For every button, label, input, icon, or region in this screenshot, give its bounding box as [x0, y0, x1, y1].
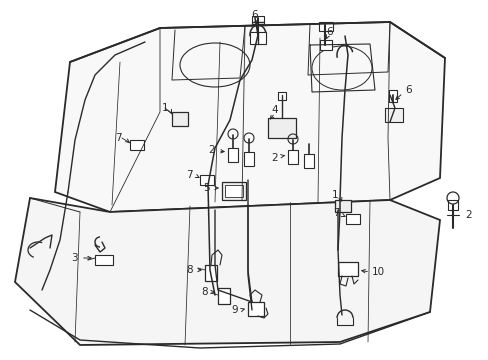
Text: 6: 6 [251, 10, 258, 20]
Text: 2: 2 [208, 145, 215, 155]
Bar [224, 185, 243, 197]
Bar [346, 214, 359, 224]
Text: 5: 5 [203, 183, 209, 193]
Bar [447, 200, 457, 210]
Bar [334, 200, 350, 212]
Bar [267, 118, 295, 138]
Polygon shape [55, 22, 444, 212]
Bar [200, 175, 214, 185]
Bar [278, 92, 285, 100]
Bar [172, 112, 187, 126]
Text: 8: 8 [201, 287, 207, 297]
Text: 2: 2 [464, 210, 470, 220]
Text: 3: 3 [71, 253, 78, 263]
Text: 7: 7 [333, 208, 339, 218]
Bar [319, 40, 331, 50]
Bar [304, 154, 313, 168]
Bar [244, 152, 253, 166]
Text: 1: 1 [161, 103, 168, 113]
Bar [318, 22, 332, 31]
Text: 6: 6 [404, 85, 411, 95]
Text: 7: 7 [115, 133, 122, 143]
Text: 1: 1 [331, 190, 337, 200]
Bar [384, 108, 402, 122]
Text: 7: 7 [186, 170, 193, 180]
Text: 9: 9 [231, 305, 238, 315]
Bar [222, 182, 245, 200]
Bar [249, 32, 265, 44]
Bar [337, 262, 357, 276]
Bar [247, 302, 264, 316]
Text: 10: 10 [371, 267, 385, 277]
Text: 2: 2 [271, 153, 278, 163]
Bar [388, 90, 396, 102]
Bar [251, 16, 264, 24]
Bar [227, 148, 238, 162]
Text: 4: 4 [271, 105, 278, 115]
Text: 8: 8 [186, 265, 193, 275]
Polygon shape [15, 198, 439, 345]
Bar [218, 288, 229, 304]
Bar [130, 140, 143, 150]
Bar [287, 150, 297, 164]
Text: 6: 6 [326, 27, 333, 37]
Bar [204, 265, 217, 281]
Bar [95, 255, 113, 265]
